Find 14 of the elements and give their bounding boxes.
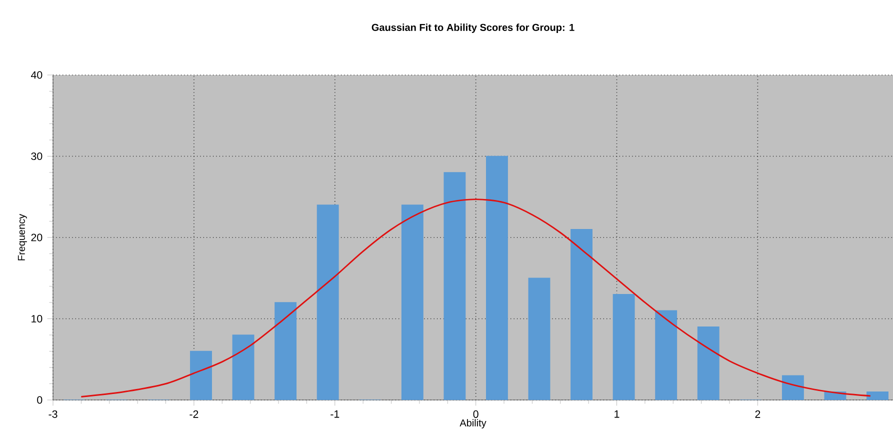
y-tick-label: 30 xyxy=(31,152,42,160)
y-axis-title: Frequency xyxy=(18,214,27,260)
x-tick-label: -3 xyxy=(48,410,58,418)
y-tick-label: 20 xyxy=(31,234,42,242)
y-tick-label: 0 xyxy=(37,396,42,404)
x-axis-title: Ability xyxy=(460,419,486,428)
x-tick-label: 0 xyxy=(473,410,478,418)
x-tick-label: 1 xyxy=(614,410,620,418)
x-tick-label: -1 xyxy=(330,410,340,418)
y-tick-label: 10 xyxy=(32,314,42,323)
x-tick-label: 2 xyxy=(755,410,760,418)
chart-title: Gaussian Fit to Ability Scores for Group: 1 xyxy=(372,24,574,33)
y-tick-label: 40 xyxy=(30,71,42,79)
x-tick-label: -2 xyxy=(190,410,198,418)
